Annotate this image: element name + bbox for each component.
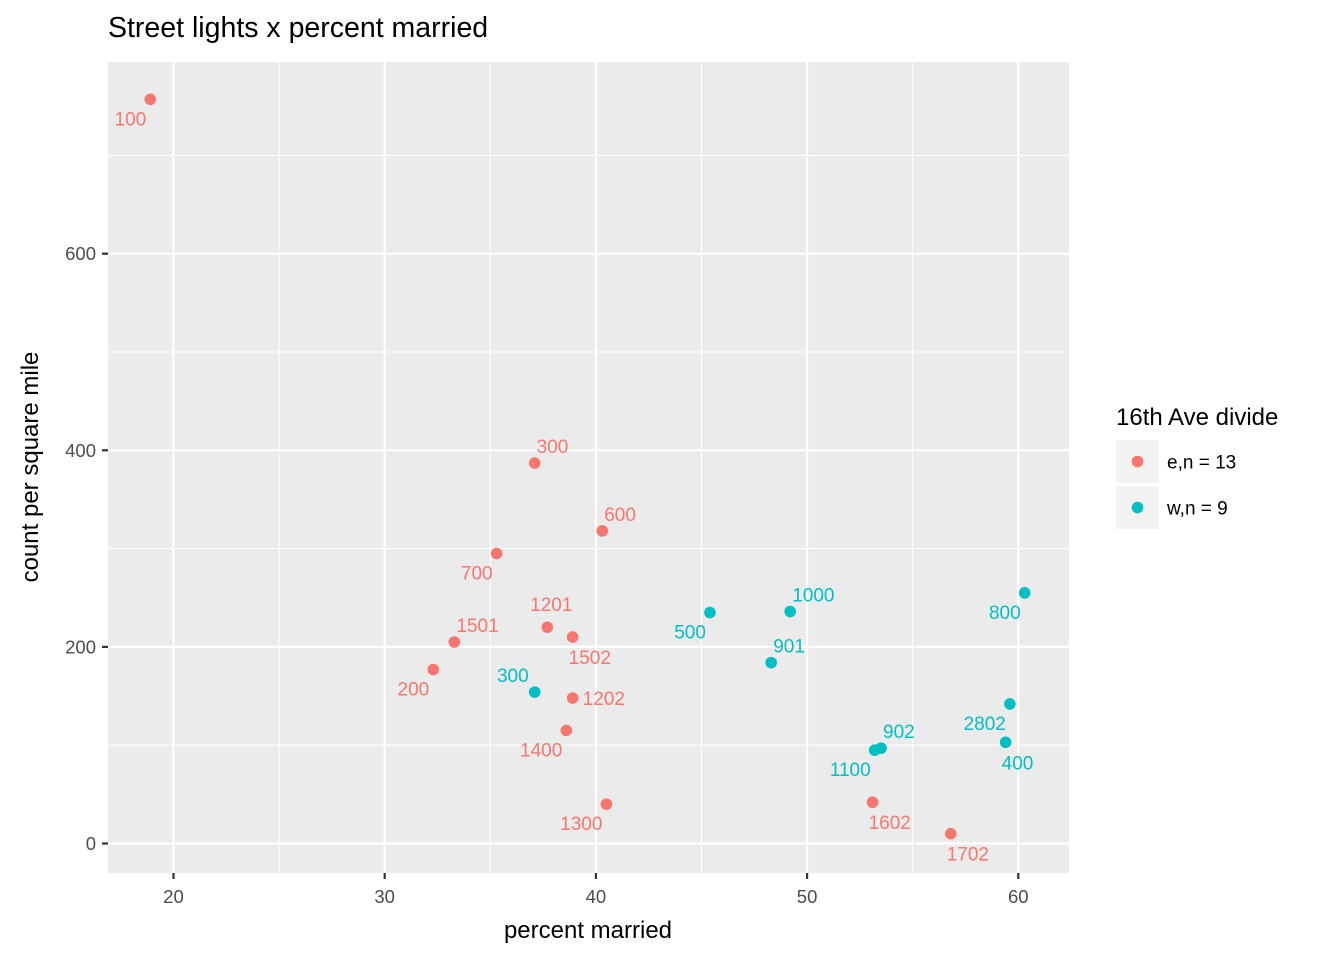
point-label: 400 (1002, 753, 1034, 774)
point-label: 1300 (560, 814, 602, 835)
point-label: 300 (537, 437, 569, 458)
data-point (596, 525, 609, 537)
data-point (784, 605, 797, 618)
point-label: 100 (115, 109, 147, 130)
data-point (528, 686, 541, 698)
point-label: 1100 (830, 760, 871, 781)
x-tick-label: 40 (586, 886, 607, 907)
grid-lines (108, 62, 1069, 873)
data-point (541, 621, 554, 634)
legend-swatch (1131, 455, 1144, 468)
data-point (490, 547, 503, 560)
data-point (1018, 587, 1031, 599)
legend-label: e,n = 13 (1167, 453, 1236, 474)
data-point (560, 724, 573, 737)
point-label: 1201 (530, 595, 572, 616)
data-point (528, 457, 541, 469)
point-label: 1602 (869, 813, 911, 834)
data-point (427, 663, 440, 676)
point-label: 901 (773, 637, 805, 658)
data-points (144, 93, 1031, 840)
y-tick-label: 200 (65, 636, 96, 657)
y-axis-title: count per square mile (17, 352, 44, 583)
data-point (1004, 698, 1016, 710)
point-label: 902 (883, 722, 915, 743)
y-tick-label: 0 (86, 833, 96, 854)
x-tick-label: 30 (374, 886, 395, 907)
y-tick-label: 400 (65, 440, 96, 461)
x-tick-label: 60 (1008, 886, 1029, 907)
point-label: 1400 (520, 740, 562, 761)
point-label: 1000 (792, 586, 834, 607)
data-point (448, 636, 461, 648)
data-point (944, 827, 957, 840)
x-tick-label: 50 (797, 886, 818, 907)
x-axis-title: percent married (504, 917, 672, 944)
point-label: 600 (604, 505, 636, 526)
data-point (566, 631, 579, 643)
legend: 16th Ave divide e,n = 13 w,n = 9 (1116, 404, 1278, 529)
point-label: 1502 (569, 648, 611, 669)
legend-title: 16th Ave divide (1116, 404, 1278, 431)
point-label: 1702 (947, 845, 989, 866)
point-label: 1202 (583, 689, 625, 710)
legend-swatch (1131, 501, 1144, 514)
point-label: 1501 (456, 616, 498, 637)
data-point (566, 692, 579, 704)
data-point (144, 93, 157, 106)
data-point (765, 656, 777, 669)
point-label: 700 (461, 564, 493, 585)
data-point (600, 798, 613, 810)
point-label: 500 (674, 622, 706, 643)
data-point (999, 736, 1012, 749)
point-label: 200 (398, 680, 430, 701)
legend-label: w,n = 9 (1166, 499, 1228, 520)
data-point (704, 606, 716, 619)
data-point (866, 796, 879, 809)
y-tick-label: 600 (65, 243, 96, 264)
point-labels: 100 200 300 600 700 1201 1501 1502 1202 1400 1300 1… (115, 109, 1034, 865)
point-label: 2802 (964, 714, 1006, 735)
point-label: 800 (989, 603, 1021, 624)
point-label: 300 (497, 666, 529, 687)
x-tick-label: 20 (163, 886, 184, 907)
legend-items: e,n = 13 w,n = 9 (1116, 440, 1236, 529)
data-point (868, 744, 881, 756)
plot-panel (108, 62, 1069, 873)
chart-title: Street lights x percent married (108, 12, 488, 44)
